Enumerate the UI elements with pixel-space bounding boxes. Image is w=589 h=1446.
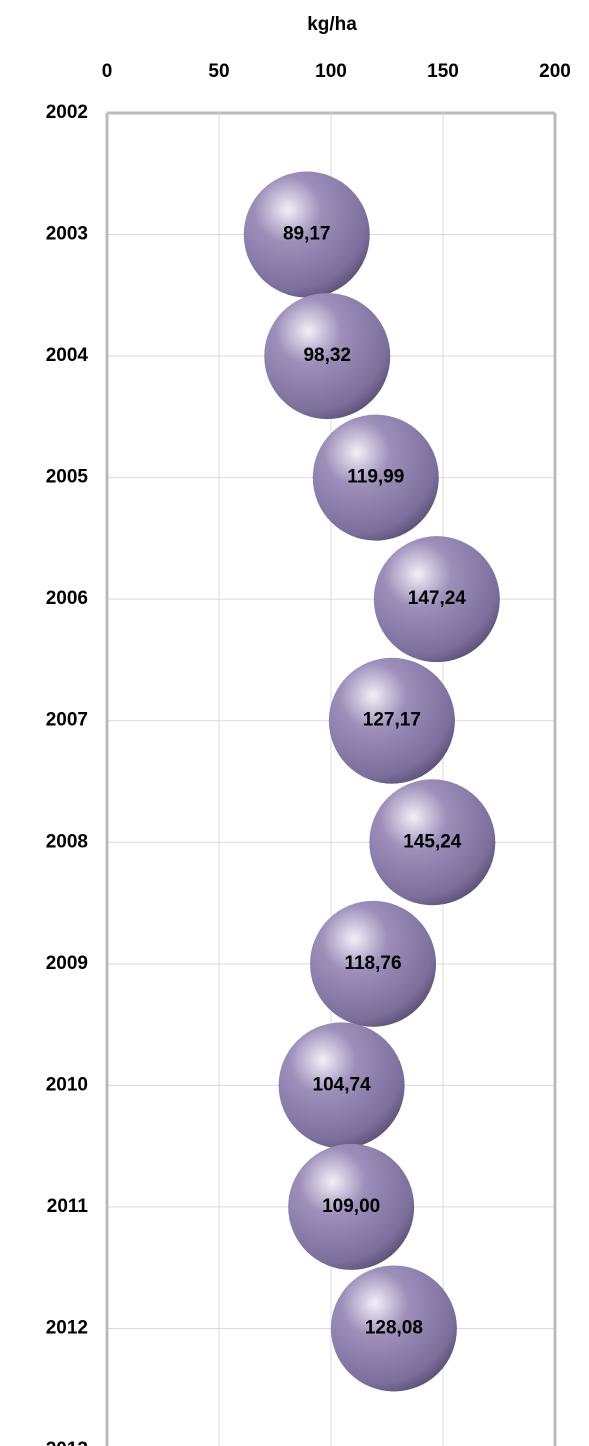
y-tick-label: 2004 [46,345,89,366]
y-tick-label: 2013 [46,1439,88,1446]
bubble [278,1022,405,1149]
data-label: 118,76 [344,953,401,974]
y-tick-label: 2005 [46,467,89,488]
bubble [373,536,500,663]
bubble [312,414,439,541]
bubble [310,900,437,1027]
bubble [243,171,370,298]
bubble [369,779,496,906]
y-tick-label: 2007 [46,710,88,731]
x-tick-label: 100 [315,61,347,82]
x-tick-label: 150 [427,61,459,82]
bubble [330,1265,457,1392]
x-tick-label: 0 [102,61,113,82]
y-tick-label: 2006 [46,588,88,609]
data-label: 128,08 [365,1317,423,1338]
data-label: 147,24 [408,588,467,609]
x-axis-label: kg/ha [307,14,357,35]
x-tick-label: 50 [208,61,229,82]
bubble [264,293,391,420]
y-tick-label: 2009 [46,953,88,974]
y-tick-label: 2011 [47,1196,89,1217]
data-label: 145,24 [403,831,462,852]
y-tick-label: 2002 [46,102,88,123]
y-tick-label: 2008 [46,831,88,852]
bubble [288,1143,415,1270]
x-tick-label: 200 [539,61,571,82]
data-label: 104,74 [313,1074,372,1095]
data-label: 89,17 [283,224,331,245]
data-label: 98,32 [303,345,351,366]
y-tick-label: 2003 [46,224,88,245]
bubble [328,657,455,784]
data-label: 119,99 [347,467,404,488]
data-label: 109,00 [322,1196,380,1217]
data-label: 127,17 [363,710,421,731]
y-tick-label: 2012 [46,1317,88,1338]
y-tick-label: 2010 [46,1074,88,1095]
